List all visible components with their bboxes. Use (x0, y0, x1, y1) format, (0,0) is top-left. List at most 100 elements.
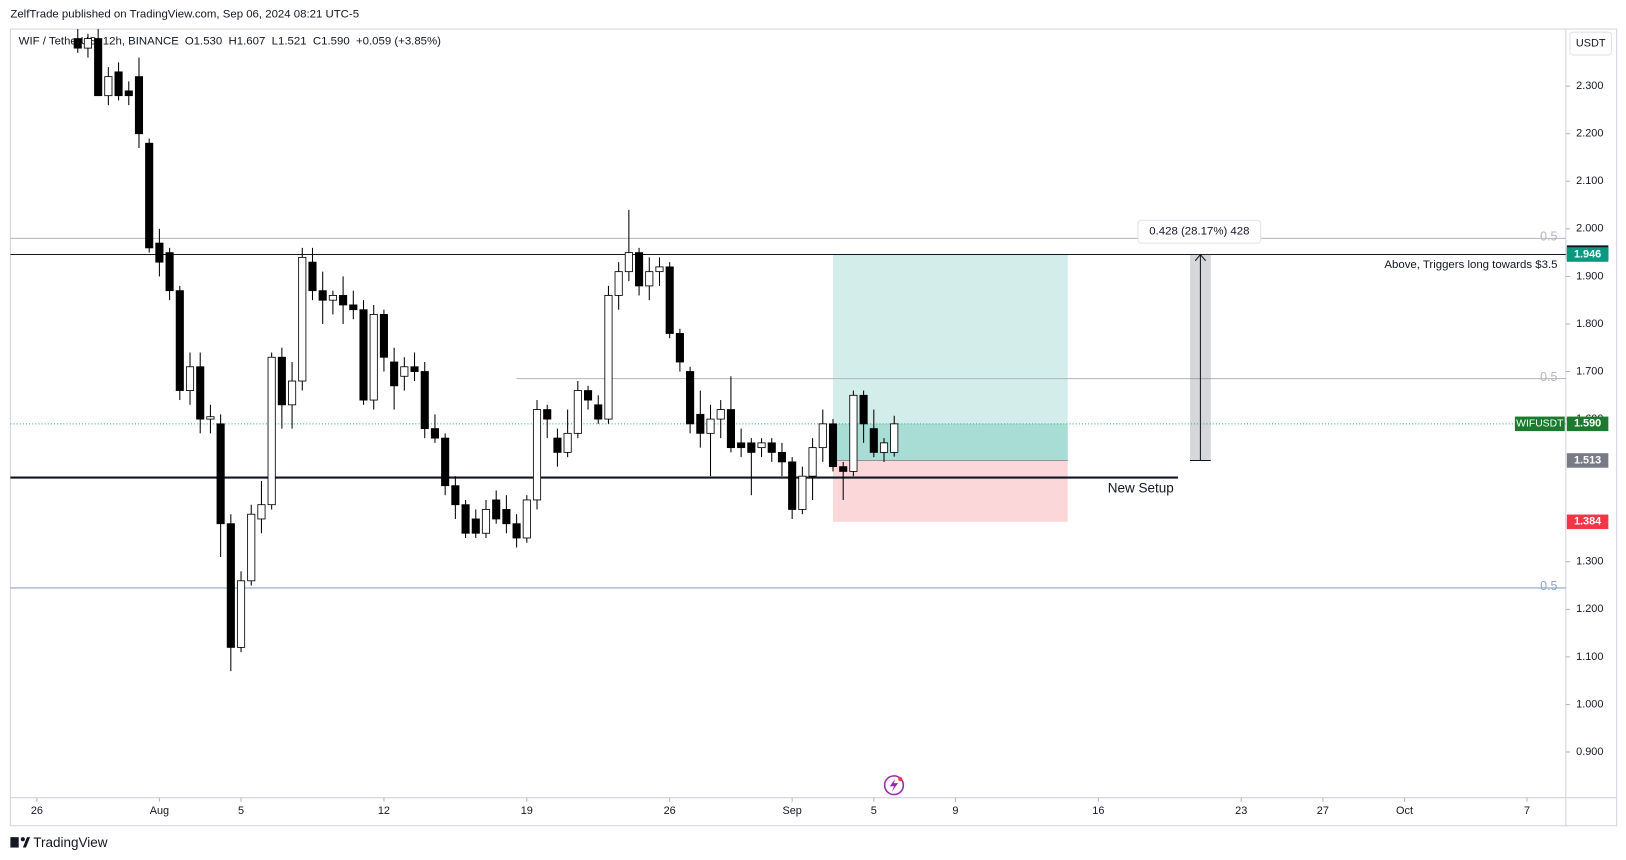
replay-icon[interactable] (883, 775, 905, 796)
entry-badge (1566, 453, 1609, 468)
candle-body (594, 404, 603, 420)
x-tick-label: Oct (1396, 805, 1413, 817)
candle-body (512, 523, 521, 539)
candle-body (114, 71, 123, 97)
candle-body (73, 38, 82, 49)
candle-body (828, 423, 838, 468)
ohlc-legend: O1.530 H1.607 L1.521 C1.590 +0.059 (+3.8… (185, 36, 441, 48)
candle-body (134, 76, 144, 135)
brand: TradingView (33, 835, 108, 850)
stop-badge-label: 1.384 (1574, 516, 1601, 528)
candle-body (788, 461, 797, 510)
x-tick-label: 7 (1524, 805, 1530, 817)
candle-body (716, 409, 725, 420)
candle-body (665, 266, 674, 334)
candle-body (869, 428, 878, 453)
candle-body (859, 394, 868, 425)
candle-body (379, 314, 388, 358)
candle-body (481, 509, 491, 534)
candle-body (155, 242, 164, 263)
candle-body (410, 366, 419, 372)
x-tick-label: 26 (31, 805, 43, 817)
candle-body (328, 295, 337, 301)
stop-zone (832, 460, 1068, 522)
x-tick-label: 9 (952, 805, 958, 817)
candle-body (573, 390, 582, 434)
currency: USDT (1576, 37, 1606, 49)
candle-body (706, 418, 715, 434)
header: ZelfTrade published on TradingView.com, … (10, 9, 359, 21)
candle-body (532, 409, 542, 501)
candle-body (441, 437, 450, 487)
candle-body (206, 416, 215, 420)
profit-zone (832, 423, 1068, 461)
stop-badge (1566, 514, 1609, 530)
resistance-note: Above, Triggers long towards $3.5 (1384, 259, 1557, 271)
symbol-badge-label: WIFUSDT (1516, 419, 1564, 430)
candle-body (798, 475, 807, 510)
x-tick-label: Sep (782, 805, 801, 817)
x-tick-label: Aug (150, 805, 169, 817)
candle-body (686, 371, 695, 425)
y-tick-label: 1.800 (1576, 318, 1603, 330)
measure-label: 0.428 (28.17%) 428 (1149, 226, 1249, 238)
candle-body (583, 390, 593, 401)
y-tick-label: 1.900 (1576, 270, 1603, 282)
candle-body (604, 295, 613, 420)
target-badge-label: 1.946 (1574, 248, 1601, 260)
symbol-badge (1514, 416, 1565, 432)
candle-body (522, 499, 531, 539)
target-zone (832, 254, 1068, 461)
y-tick-label: 1.300 (1576, 556, 1603, 568)
y-tick-label: 2.100 (1576, 175, 1603, 187)
candle-body (696, 413, 705, 434)
candle-body (726, 409, 735, 449)
currency-button[interactable] (1569, 31, 1612, 56)
last-badge-label: 1.590 (1574, 418, 1601, 430)
candle-body (318, 290, 327, 301)
measure-box (1137, 219, 1262, 244)
candle-body (614, 271, 623, 296)
fib-label: 0.5 (1540, 370, 1557, 384)
candle-body (471, 518, 480, 534)
candle-body (124, 90, 133, 97)
x-tick-label: 16 (1092, 805, 1104, 817)
y-tick-label: 1.200 (1576, 603, 1603, 615)
x-tick-label: 12 (378, 805, 390, 817)
candle-body (492, 499, 501, 520)
candle-body (430, 428, 440, 439)
candle-body (818, 423, 827, 449)
candle-body (216, 423, 225, 525)
candle-body (675, 333, 684, 363)
candle-body (104, 76, 113, 97)
candle-body (339, 295, 348, 306)
x-tick-label: 5 (871, 805, 877, 817)
candle-body (185, 366, 195, 391)
x-tick-label: 19 (521, 805, 533, 817)
candle-body (400, 366, 409, 377)
candle-body (747, 442, 756, 453)
candle-body (737, 442, 746, 449)
candle-body (767, 442, 776, 453)
candle-body (165, 252, 174, 292)
candle-body (543, 409, 552, 420)
candle-body (451, 485, 460, 506)
candle-body (390, 361, 399, 387)
candle-body (553, 437, 562, 453)
candle-body (298, 256, 307, 382)
x-tick-label: 26 (664, 805, 676, 817)
candle-body (288, 380, 297, 406)
candle-body (369, 314, 378, 401)
candle-body (757, 442, 766, 449)
x-tick-label: 23 (1235, 805, 1247, 817)
candle-body (349, 304, 358, 311)
x-tick-label: 5 (238, 805, 244, 817)
candle-body (645, 271, 654, 287)
candle-body (277, 356, 286, 406)
frame (9, 28, 1618, 827)
candle-body (777, 451, 787, 463)
candle-body (420, 371, 429, 430)
candle-body (236, 580, 246, 648)
